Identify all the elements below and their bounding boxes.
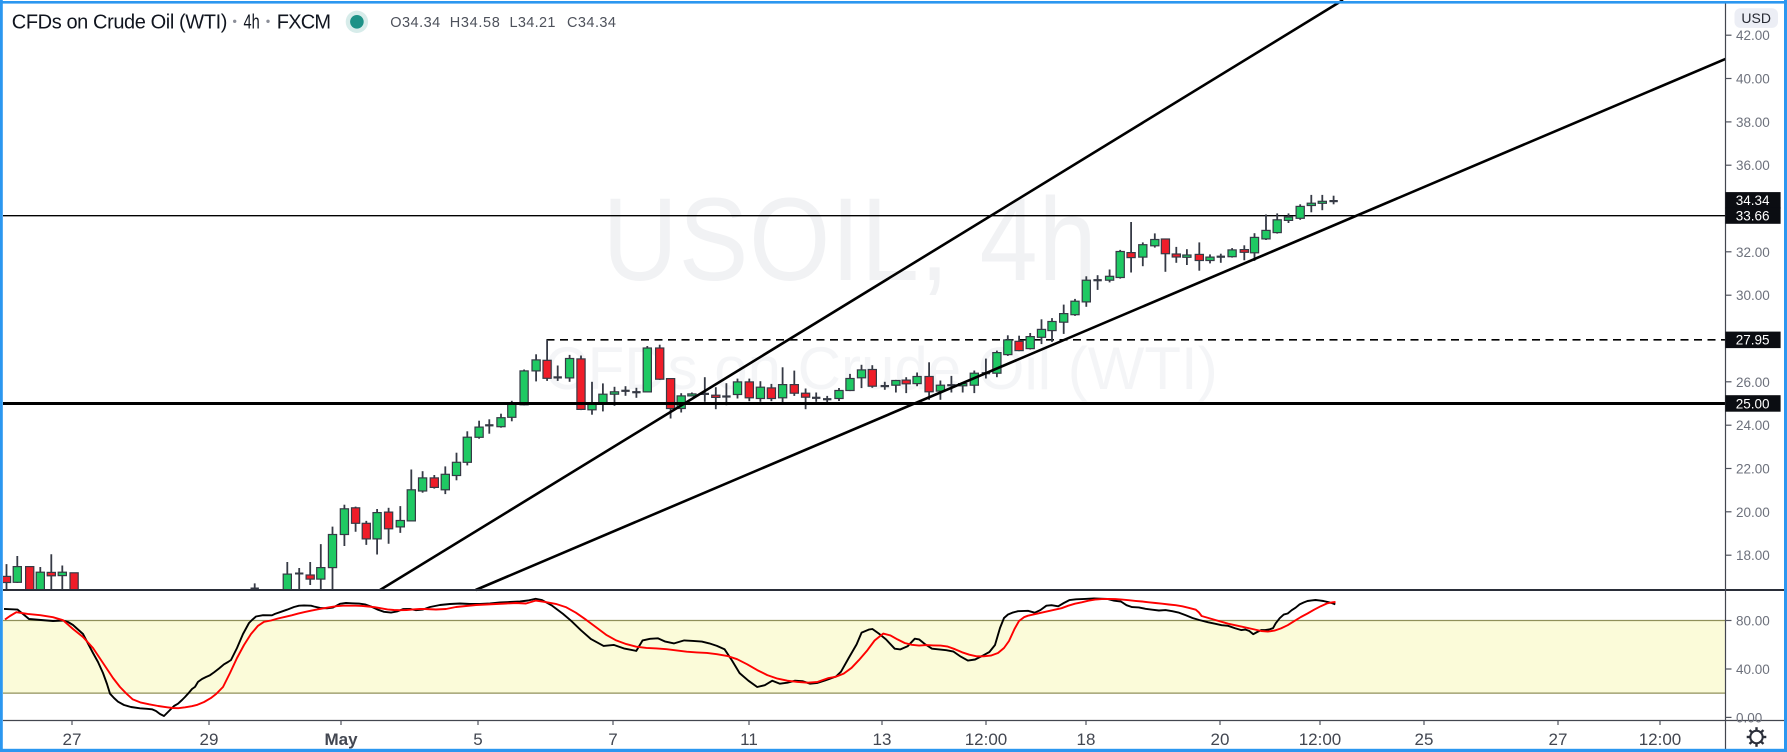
svg-text:27: 27	[1549, 730, 1568, 749]
svg-text:L34.21: L34.21	[510, 15, 556, 31]
svg-text:12:00: 12:00	[1639, 730, 1682, 749]
svg-text:O34.34: O34.34	[390, 15, 440, 31]
svg-text:25.00: 25.00	[1736, 396, 1770, 411]
svg-text:5: 5	[473, 730, 482, 749]
svg-text:40.00: 40.00	[1736, 72, 1770, 87]
svg-text:32.00: 32.00	[1736, 245, 1770, 260]
svg-text:18: 18	[1077, 730, 1096, 749]
svg-text:36.00: 36.00	[1736, 158, 1770, 173]
svg-text:C34.34: C34.34	[567, 15, 616, 31]
svg-text:80.00: 80.00	[1736, 614, 1770, 629]
svg-text:29: 29	[200, 730, 219, 749]
svg-text:27.95: 27.95	[1736, 333, 1770, 348]
svg-text:27: 27	[63, 730, 82, 749]
svg-text:40.00: 40.00	[1736, 662, 1770, 677]
svg-text:38.00: 38.00	[1736, 115, 1770, 130]
svg-text:33.66: 33.66	[1736, 208, 1770, 223]
svg-text:13: 13	[873, 730, 892, 749]
svg-text:May: May	[324, 730, 358, 749]
svg-text:26.00: 26.00	[1736, 375, 1770, 390]
svg-text:H34.58: H34.58	[450, 15, 500, 31]
svg-text:25: 25	[1415, 730, 1434, 749]
svg-text:7: 7	[608, 730, 617, 749]
svg-text:12:00: 12:00	[965, 730, 1008, 749]
svg-text:42.00: 42.00	[1736, 28, 1770, 43]
svg-text:FXCM: FXCM	[277, 12, 331, 34]
svg-text:18.00: 18.00	[1736, 548, 1770, 563]
svg-text:11: 11	[740, 730, 758, 749]
svg-text:4h: 4h	[244, 12, 260, 34]
svg-text:30.00: 30.00	[1736, 288, 1770, 303]
svg-text:34.34: 34.34	[1736, 193, 1770, 208]
svg-text:20: 20	[1211, 730, 1230, 749]
svg-text:12:00: 12:00	[1299, 730, 1342, 749]
svg-text:USD: USD	[1741, 10, 1771, 26]
svg-text:20.00: 20.00	[1736, 505, 1770, 520]
svg-text:24.00: 24.00	[1736, 418, 1770, 433]
svg-text:USOIL, 4h: USOIL, 4h	[603, 173, 1098, 305]
svg-text:22.00: 22.00	[1736, 462, 1770, 477]
svg-text:0.00: 0.00	[1736, 710, 1762, 725]
svg-text:CFDs on Crude Oil (WTI): CFDs on Crude Oil (WTI)	[12, 12, 228, 34]
